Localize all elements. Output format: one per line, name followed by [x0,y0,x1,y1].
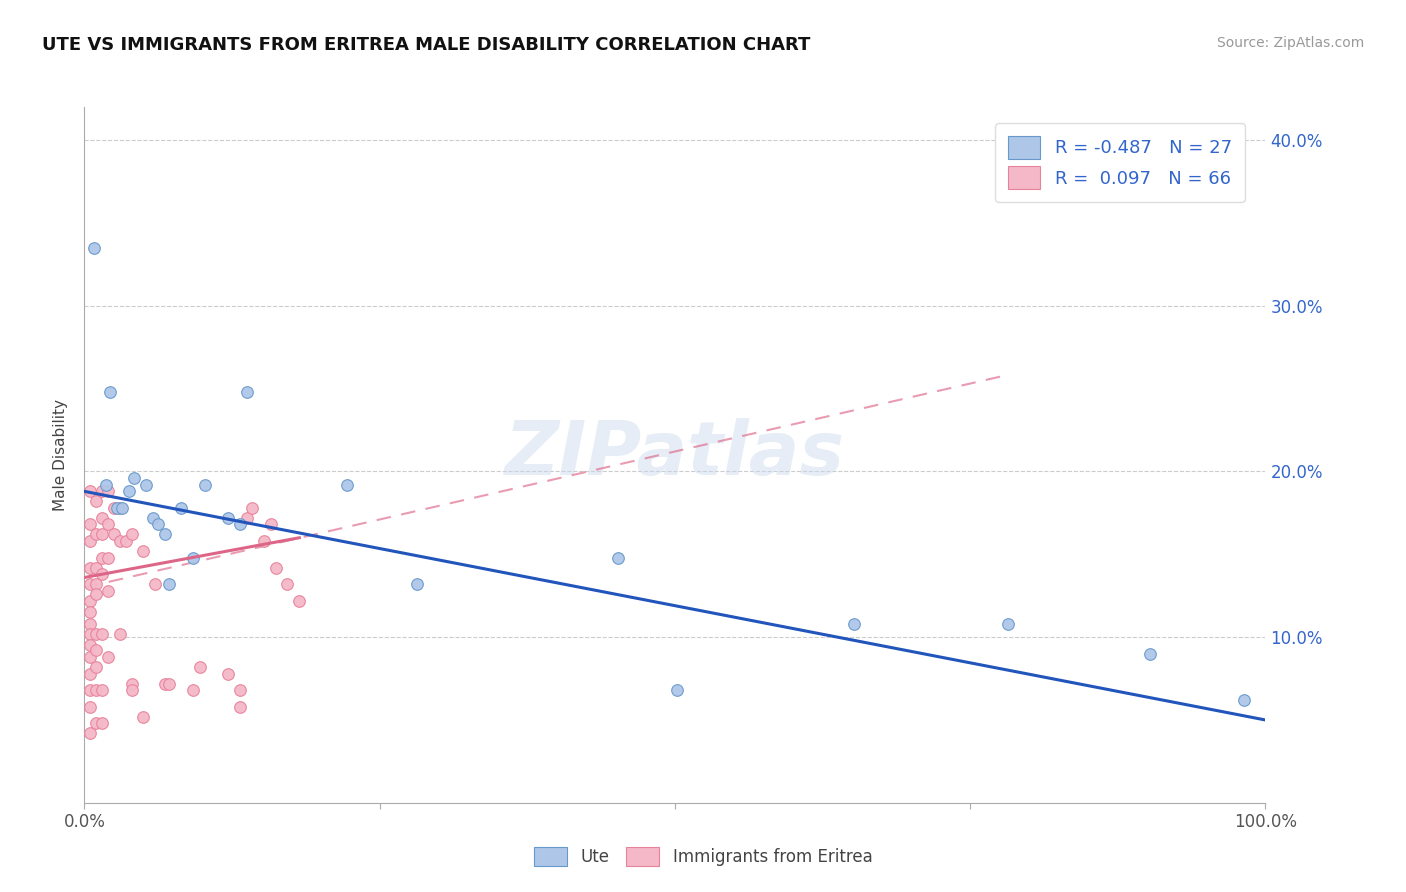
Point [229,517,252,532]
Point [97,650,120,665]
Point [236,384,259,399]
Point [79,726,101,740]
Point [84,643,107,657]
Point [98,384,121,399]
Point [1139,647,1161,661]
Point [91,527,114,541]
Point [97,583,120,598]
Point [97,517,120,532]
Point [79,560,101,574]
Point [181,683,204,698]
Point [121,683,143,698]
Point [97,484,120,499]
Point [157,577,180,591]
Point [121,676,143,690]
Point [84,660,107,674]
Point [406,577,429,591]
Point [188,660,211,674]
Point [79,699,101,714]
Point [111,500,134,515]
Legend: Ute, Immigrants from Eritrea: Ute, Immigrants from Eritrea [526,838,880,875]
Point [79,593,101,607]
Point [108,534,131,549]
Point [91,683,114,698]
Point [335,477,357,491]
Point [79,534,101,549]
Point [288,593,311,607]
Point [107,500,129,515]
Point [142,511,165,525]
Point [108,627,131,641]
Point [181,550,204,565]
Point [84,683,107,698]
Point [103,500,125,515]
Point [84,577,107,591]
Point [121,527,143,541]
Point [79,484,101,499]
Point [91,567,114,582]
Point [84,560,107,574]
Point [91,716,114,731]
Point [84,527,107,541]
Point [1233,693,1256,707]
Point [240,500,263,515]
Point [84,627,107,641]
Point [153,527,176,541]
Point [84,494,107,508]
Point [79,650,101,665]
Text: ZIPatlas: ZIPatlas [505,418,845,491]
Point [91,511,114,525]
Y-axis label: Male Disability: Male Disability [53,399,69,511]
Point [157,676,180,690]
Point [79,605,101,619]
Point [122,471,145,485]
Point [118,484,141,499]
Point [83,241,105,255]
Text: Source: ZipAtlas.com: Source: ZipAtlas.com [1216,36,1364,50]
Point [229,699,252,714]
Point [844,616,866,631]
Point [91,627,114,641]
Point [84,716,107,731]
Point [97,550,120,565]
Point [666,683,689,698]
Point [79,577,101,591]
Point [132,709,155,723]
Point [79,639,101,653]
Point [79,666,101,681]
Point [170,500,193,515]
Point [143,577,166,591]
Point [79,627,101,641]
Point [79,683,101,698]
Legend: R = -0.487   N = 27, R =  0.097   N = 66: R = -0.487 N = 27, R = 0.097 N = 66 [995,123,1244,202]
Point [79,616,101,631]
Point [236,511,259,525]
Point [91,550,114,565]
Text: UTE VS IMMIGRANTS FROM ERITREA MALE DISABILITY CORRELATION CHART: UTE VS IMMIGRANTS FROM ERITREA MALE DISA… [42,36,810,54]
Point [79,517,101,532]
Point [217,666,239,681]
Point [217,511,239,525]
Point [91,484,114,499]
Point [132,544,155,558]
Point [84,587,107,601]
Point [260,517,283,532]
Point [135,477,157,491]
Point [264,560,287,574]
Point [103,527,125,541]
Point [997,616,1019,631]
Point [108,500,131,515]
Point [153,676,176,690]
Point [194,477,217,491]
Point [146,517,169,532]
Point [94,477,117,491]
Point [253,534,276,549]
Point [607,550,630,565]
Point [276,577,298,591]
Point [114,534,136,549]
Point [229,683,252,698]
